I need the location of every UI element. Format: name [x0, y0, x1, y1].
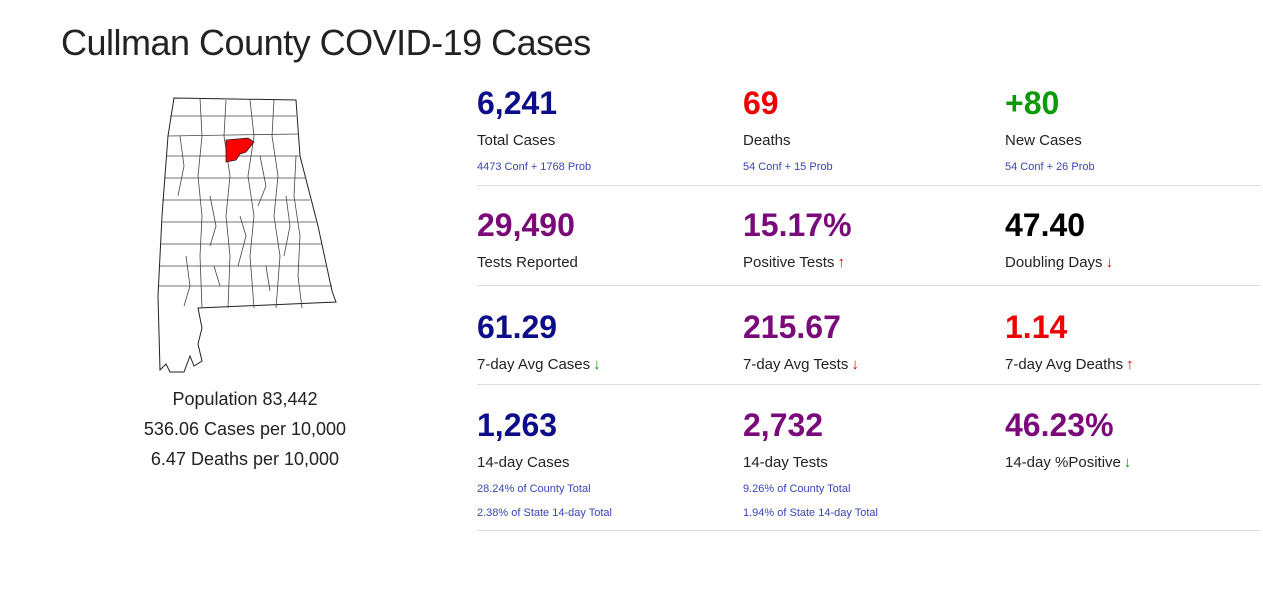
metric-label-text: 7-day Avg Deaths [1005, 356, 1124, 373]
arrow-down-icon: ↓ [593, 356, 601, 373]
metric-value: 47.40 [1005, 207, 1086, 243]
metric-label: Positive Tests ↑ [743, 254, 845, 272]
metric-label: Deaths [743, 132, 791, 149]
metric-value: 2,732 [743, 407, 824, 443]
metrics-row-2: 29,490 Tests Reported 15.17% Positive Te… [477, 186, 1261, 286]
alabama-map-svg [157, 97, 337, 373]
metrics-row-3: 61.29 7-day Avg Cases ↓ 215.67 7-day Avg … [477, 286, 1261, 385]
metric-sub-state: 2.38% of State 14-day Total [477, 507, 612, 519]
metric-value: 15.17% [743, 207, 852, 243]
metric-label: 7-day Avg Tests ↓ [743, 356, 859, 374]
highlighted-county [225, 137, 255, 163]
arrow-down-icon: ↓ [851, 356, 859, 373]
metrics-row-4: 1,263 14-day Cases 28.24% of County Tota… [477, 385, 1261, 531]
metric-label-text: 7-day Avg Tests [743, 356, 849, 373]
metric-label: 14-day %Positive ↓ [1005, 454, 1131, 472]
metric-value: 46.23% [1005, 407, 1114, 443]
metric-label-text: 14-day %Positive [1005, 454, 1121, 471]
metric-label: Tests Reported [477, 254, 578, 271]
metric-label-text: 7-day Avg Cases [477, 356, 591, 373]
arrow-down-icon: ↓ [1123, 454, 1132, 471]
metric-value: +80 [1005, 85, 1060, 121]
metric-label-text: Doubling Days [1005, 254, 1103, 271]
metric-value: 69 [743, 85, 779, 121]
metrics-grid: 6,241 Total Cases 4473 Conf + 1768 Prob … [477, 84, 1261, 531]
metric-value: 1,263 [477, 407, 558, 443]
metric-value: 215.67 [743, 309, 841, 345]
metric-value: 29,490 [477, 207, 575, 243]
metric-label: Total Cases [477, 132, 556, 149]
metric-label: Doubling Days ↓ [1005, 254, 1113, 272]
metrics-row-1: 6,241 Total Cases 4473 Conf + 1768 Prob … [477, 84, 1261, 186]
metric-sub-county: 9.26% of County Total [743, 483, 851, 495]
page-title: Cullman County COVID-19 Cases [61, 22, 591, 63]
metric-sub: 54 Conf + 15 Prob [743, 161, 833, 173]
metric-value: 6,241 [477, 85, 558, 121]
metric-label: 7-day Avg Deaths ↑ [1005, 356, 1134, 374]
metric-label-text: Positive Tests [743, 254, 835, 271]
metric-label: 14-day Tests [743, 454, 828, 471]
arrow-down-icon: ↓ [1105, 254, 1114, 271]
metric-sub-county: 28.24% of County Total [477, 483, 591, 495]
metric-label: New Cases [1005, 132, 1082, 149]
arrow-up-icon: ↑ [837, 254, 845, 271]
population-text: Population 83,442 [172, 389, 318, 409]
metric-sub: 54 Conf + 26 Prob [1005, 161, 1095, 173]
arrow-up-icon: ↑ [1126, 356, 1134, 373]
deaths-per-10000-text: 6.47 Deaths per 10,000 [150, 449, 340, 469]
alabama-county-map [150, 96, 340, 376]
cases-per-10000-text: 536.06 Cases per 10,000 [143, 419, 347, 439]
metric-value: 1.14 [1005, 309, 1068, 345]
metric-sub-state: 1.94% of State 14-day Total [743, 507, 878, 519]
metric-sub: 4473 Conf + 1768 Prob [477, 161, 592, 173]
metric-label: 14-day Cases [477, 454, 570, 471]
metric-label: 7-day Avg Cases ↓ [477, 356, 601, 374]
metric-value: 61.29 [477, 309, 558, 345]
state-outline [157, 97, 337, 373]
county-summary: Population 83,442 536.06 Cases per 10,00… [100, 384, 390, 474]
